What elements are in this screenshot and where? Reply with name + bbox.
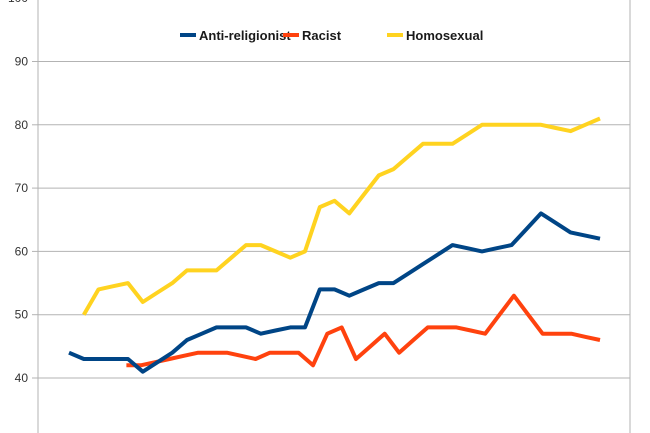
- y-tick-label: 100: [8, 0, 28, 5]
- y-tick-labels: 40 50 60 70 80 90 100: [8, 0, 28, 385]
- gridlines: [32, 61, 630, 379]
- legend-label: Anti-religionist: [199, 28, 291, 43]
- y-tick-label: 50: [15, 308, 29, 322]
- y-tick-label: 40: [15, 371, 29, 385]
- series-line-anti-religionist: [68, 211, 601, 374]
- y-tick-label: 90: [15, 55, 29, 69]
- series-line-homosexual: [82, 116, 601, 316]
- y-tick-label: 70: [15, 181, 29, 195]
- legend: Anti-religionist Racist Homosexual: [180, 28, 483, 43]
- legend-label: Homosexual: [406, 28, 483, 43]
- y-tick-label: 60: [15, 244, 29, 258]
- y-tick-label: 80: [15, 118, 29, 132]
- series-lines: [68, 116, 601, 374]
- series-line-racist: [126, 293, 601, 368]
- legend-label: Racist: [302, 28, 342, 43]
